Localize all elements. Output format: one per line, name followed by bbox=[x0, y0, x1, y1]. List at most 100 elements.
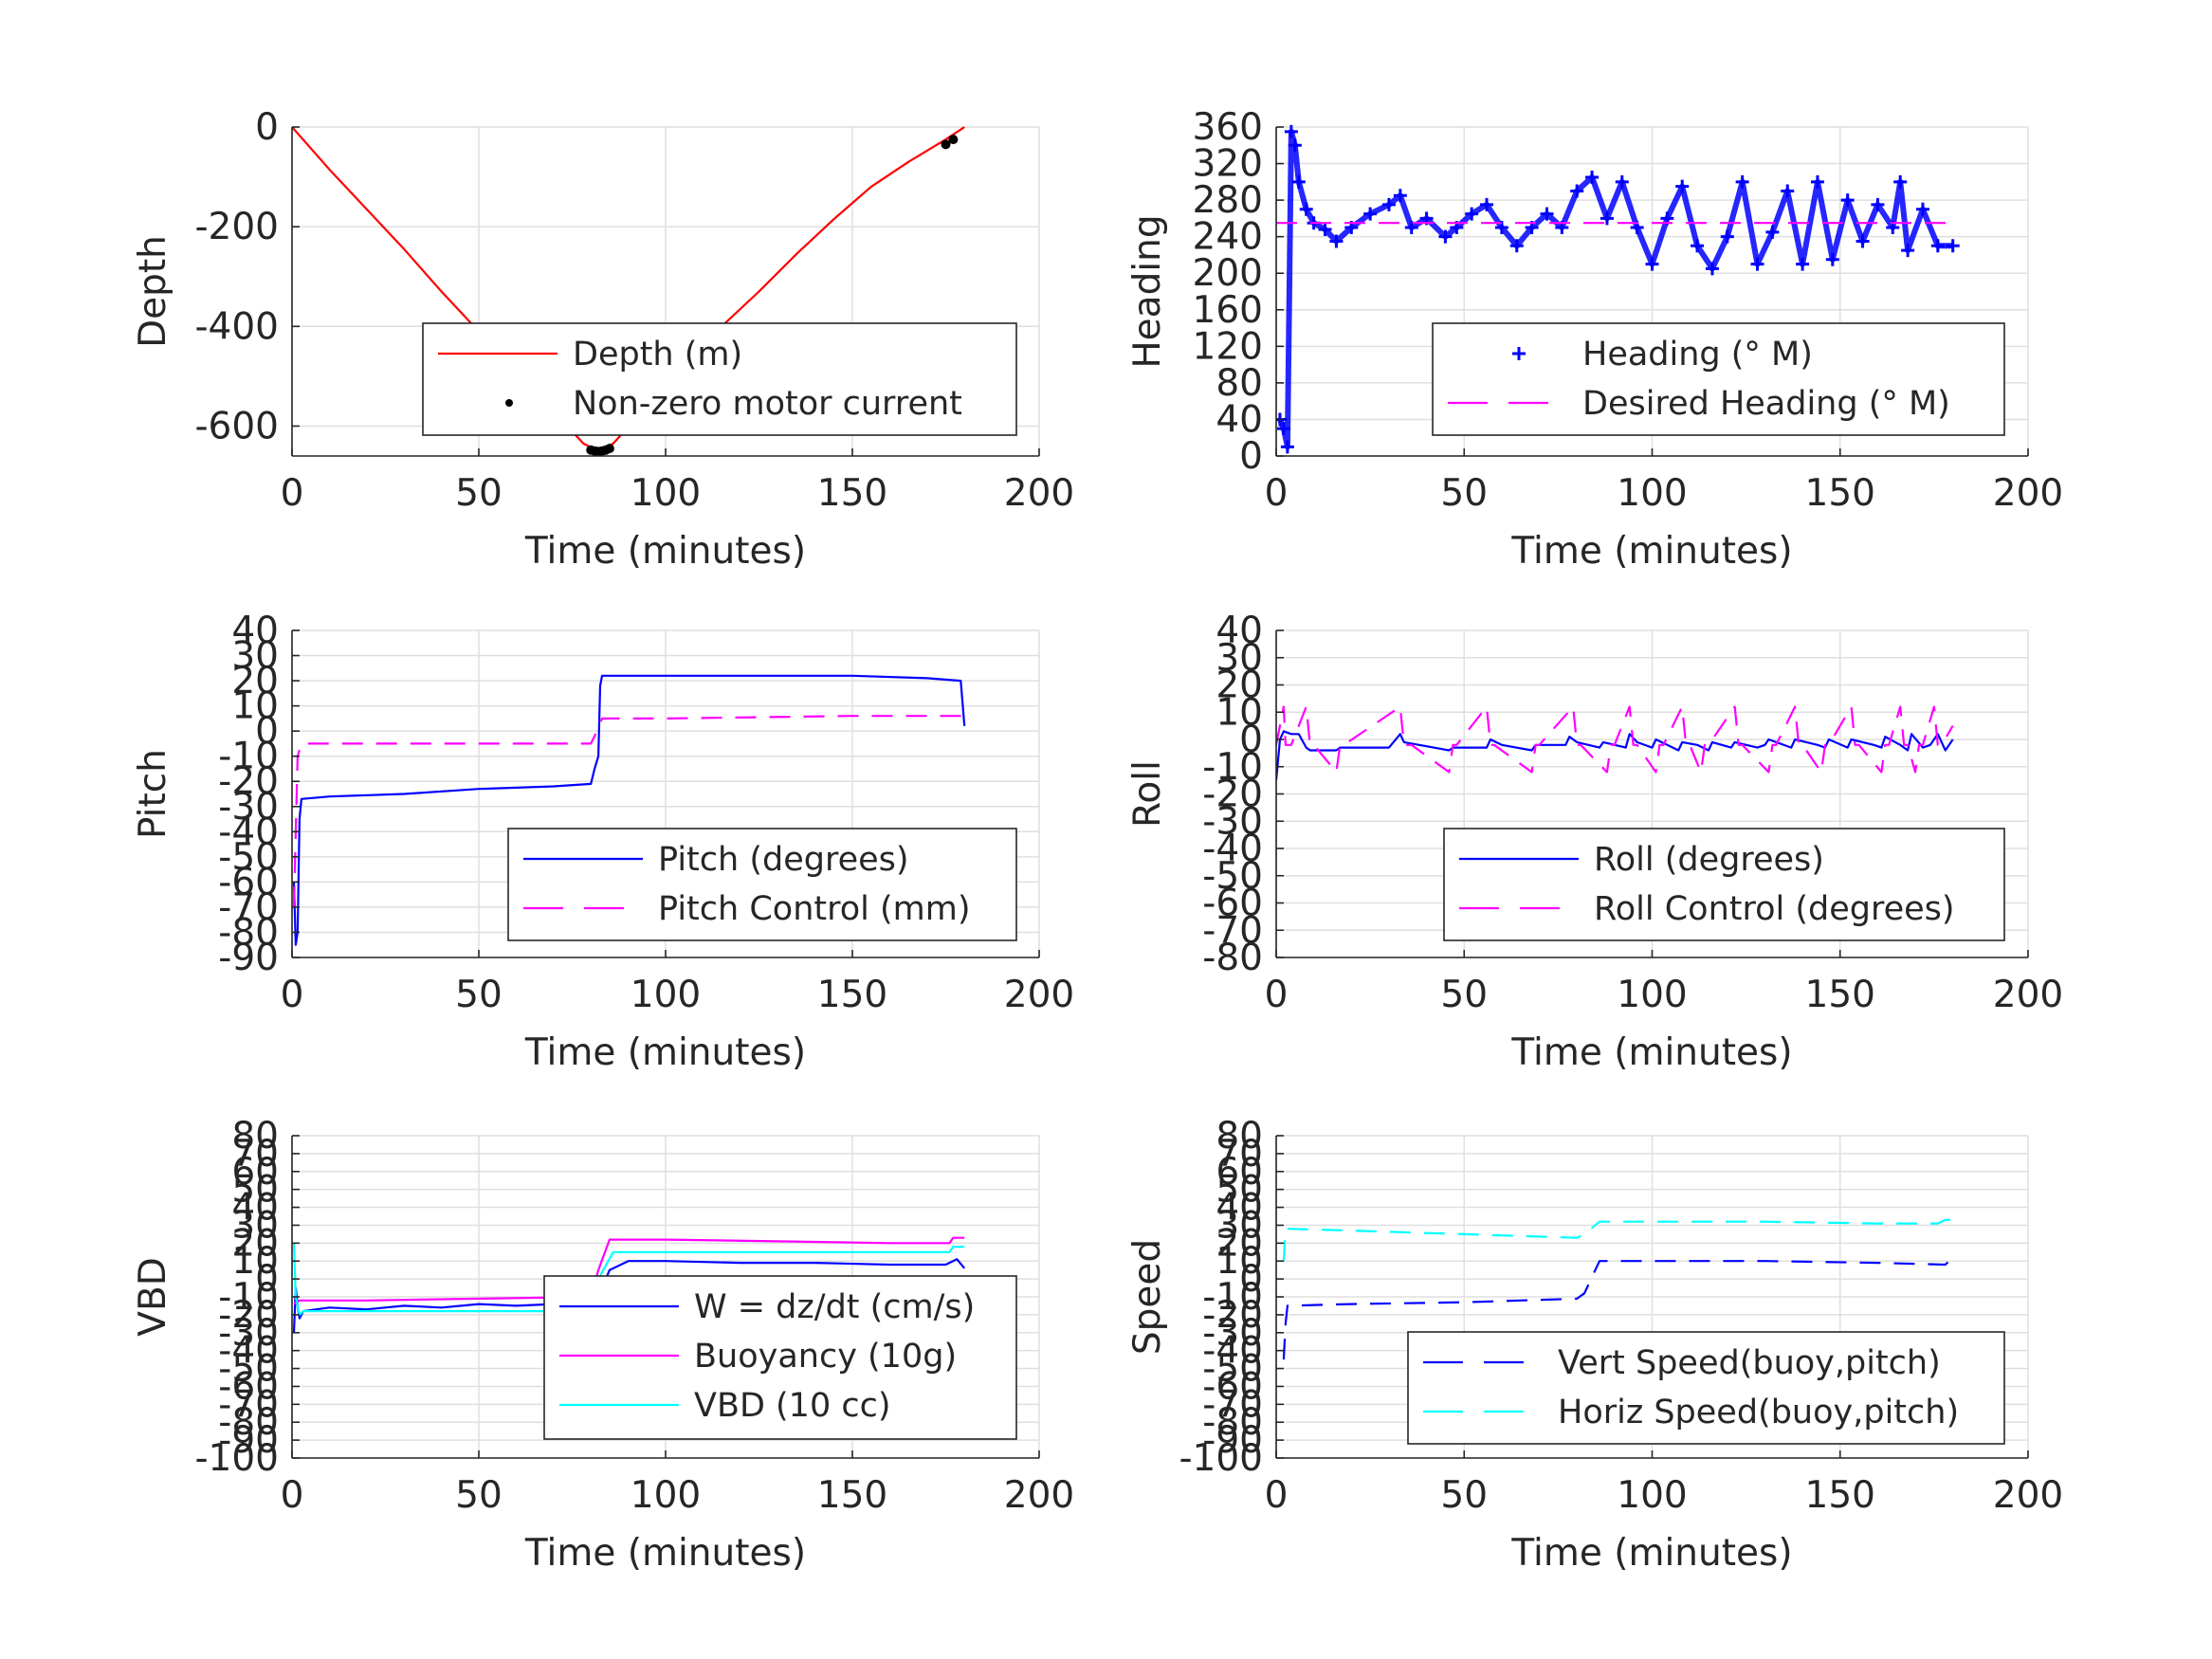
y-tick-label-0: 40 bbox=[231, 610, 279, 652]
series-1-point-3 bbox=[1284, 124, 1298, 138]
x-tick-label-1: 50 bbox=[455, 1474, 503, 1517]
y-tick-label-0: 80 bbox=[1216, 1115, 1263, 1158]
y-tick-label-11: -30 bbox=[218, 1312, 279, 1355]
y-axis-label: Pitch bbox=[132, 749, 174, 839]
chart-panel-4: 0 50 100 150 200403020100-10-20-30-40-50-60-… bbox=[1126, 610, 2063, 1074]
series-1-point-11 bbox=[1363, 207, 1378, 221]
y-tick-label-9: -10 bbox=[218, 1276, 279, 1319]
y-tick-label-13: -50 bbox=[1202, 1348, 1263, 1391]
y-tick-label-10: -60 bbox=[1202, 883, 1263, 925]
series-1-point-32 bbox=[1675, 179, 1690, 193]
y-tick-label-3: 50 bbox=[1216, 1169, 1263, 1212]
series-1-point-12 bbox=[1381, 197, 1396, 211]
series-1-point-30 bbox=[1645, 257, 1659, 271]
x-tick-label-4: 200 bbox=[1004, 974, 1074, 1016]
series-1-line bbox=[292, 674, 966, 946]
series-1-point-41 bbox=[1810, 174, 1824, 189]
y-tick-label-2: 20 bbox=[231, 660, 279, 702]
x-tick-label-4: 200 bbox=[1004, 1474, 1074, 1517]
series-2-line bbox=[1276, 705, 1954, 774]
x-axis-label: Time (minutes) bbox=[1510, 1532, 1792, 1575]
y-tick-label-4: 160 bbox=[1193, 289, 1263, 332]
x-tick-label-0: 0 bbox=[1265, 974, 1289, 1016]
y-tick-label-4: 40 bbox=[1216, 1187, 1263, 1230]
y-axis-label: Heading bbox=[1126, 214, 1169, 368]
series-2-point-7 bbox=[948, 135, 959, 145]
series-1-point-4 bbox=[1288, 138, 1302, 153]
x-tick-label-2: 100 bbox=[631, 472, 701, 515]
series-1-point-25 bbox=[1570, 184, 1584, 198]
x-tick-label-2: 100 bbox=[631, 974, 701, 1016]
y-tick-label-2: 80 bbox=[1216, 362, 1263, 405]
series-group bbox=[292, 126, 965, 457]
y-tick-label-12: -80 bbox=[1202, 937, 1263, 979]
legend-label-1: Vert Speed(buoy,pitch) bbox=[1558, 1344, 1941, 1382]
y-tick-label-17: -90 bbox=[1202, 1419, 1263, 1462]
series-1-point-1 bbox=[1276, 422, 1290, 436]
y-tick-label-0: 80 bbox=[231, 1115, 279, 1158]
y-tick-label-6: 240 bbox=[1193, 216, 1263, 259]
y-tick-label-1: 70 bbox=[1216, 1133, 1263, 1176]
series-1-point-2 bbox=[1280, 440, 1294, 454]
y-tick-label-3: 120 bbox=[1193, 325, 1263, 368]
series-2-point-6 bbox=[941, 139, 951, 150]
y-tick-label-5: 200 bbox=[1193, 252, 1263, 295]
series-1-point-21 bbox=[1509, 239, 1524, 253]
x-tick-label-4: 200 bbox=[1004, 472, 1074, 515]
y-tick-label-5: -10 bbox=[218, 736, 279, 778]
y-tick-label-5: -10 bbox=[1202, 746, 1263, 789]
axes: 0 50 100 150 200 0 -200 -400 -600 bbox=[194, 106, 1074, 515]
y-tick-label-6: 20 bbox=[231, 1222, 279, 1265]
legend-box bbox=[422, 322, 1017, 436]
y-tick-label-18: -100 bbox=[194, 1437, 279, 1480]
x-axis-label: Time (minutes) bbox=[524, 530, 806, 573]
y-tick-label-12: -80 bbox=[218, 911, 279, 954]
y-tick-label-6: -20 bbox=[218, 760, 279, 803]
y-tick-label-5: 30 bbox=[1216, 1204, 1263, 1247]
series-1-point-19 bbox=[1480, 197, 1494, 211]
series-1-line bbox=[1276, 730, 1954, 781]
legend-label-1: Heading (° M) bbox=[1582, 336, 1813, 374]
y-tick-label-11: -70 bbox=[1202, 909, 1263, 952]
legend: Depth (m) Non-zero motor current bbox=[422, 322, 1017, 436]
series-1-point-49 bbox=[1915, 202, 1929, 216]
legend-label-1: W = dz/dt (cm/s) bbox=[694, 1288, 975, 1326]
y-tick-label-2: 60 bbox=[231, 1151, 279, 1194]
legend-label-2: Buoyancy (10g) bbox=[694, 1338, 957, 1376]
axes: 0 50 100 150 200403020100-10-20-30-40-50-60-… bbox=[1202, 610, 2063, 1016]
series-group bbox=[1276, 705, 1954, 781]
x-tick-label-2: 100 bbox=[1617, 1474, 1687, 1517]
series-1-point-16 bbox=[1438, 229, 1453, 244]
y-tick-label-9: -50 bbox=[218, 836, 279, 879]
series-1-point-40 bbox=[1796, 257, 1810, 271]
y-axis-label: Speed bbox=[1126, 1239, 1169, 1355]
legend-box bbox=[1432, 322, 2005, 436]
y-tick-label-7: 280 bbox=[1193, 179, 1263, 222]
legend-swatch-2 bbox=[505, 399, 513, 407]
y-tick-label-9: -10 bbox=[1202, 1276, 1263, 1319]
y-tick-label-14: -60 bbox=[1202, 1365, 1263, 1408]
y-tick-label-0: 0 bbox=[1239, 435, 1263, 478]
y-tick-label-7: 10 bbox=[231, 1240, 279, 1283]
x-tick-label-3: 150 bbox=[1805, 974, 1875, 1016]
series-2-line bbox=[292, 715, 965, 907]
legend-box bbox=[543, 1275, 1017, 1440]
legend: W = dz/dt (cm/s) Buoyancy (10g) VBD (10 cc… bbox=[543, 1275, 1017, 1440]
x-tick-label-3: 150 bbox=[1805, 472, 1875, 515]
x-tick-label-4: 200 bbox=[1993, 472, 2063, 515]
legend-swatch-1 bbox=[1512, 347, 1526, 360]
y-axis-label: Roll bbox=[1126, 760, 1169, 828]
y-tick-label-8: -40 bbox=[1202, 828, 1263, 870]
series-1-point-39 bbox=[1781, 184, 1795, 198]
y-tick-label-12: -40 bbox=[218, 1330, 279, 1373]
y-tick-label-1: -200 bbox=[194, 206, 279, 248]
y-tick-label-10: -20 bbox=[1202, 1294, 1263, 1337]
x-axis-label: Time (minutes) bbox=[524, 1031, 806, 1074]
chart-panel-5: 0 50 100 150 20080706050403020100-10-20-30-4… bbox=[132, 1115, 1074, 1575]
y-tick-label-4: 40 bbox=[231, 1187, 279, 1230]
legend: Vert Speed(buoy,pitch) Horiz Speed(buoy,p… bbox=[1407, 1331, 2005, 1445]
y-tick-label-17: -90 bbox=[218, 1419, 279, 1462]
legend: Roll (degrees) Roll Control (degrees) bbox=[1443, 828, 2005, 941]
y-tick-label-0: 0 bbox=[255, 106, 279, 149]
